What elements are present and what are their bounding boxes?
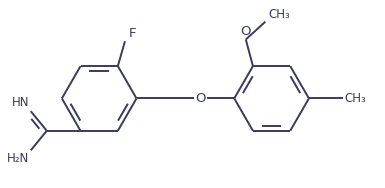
Text: CH₃: CH₃ xyxy=(345,92,366,105)
Text: O: O xyxy=(241,25,251,38)
Text: O: O xyxy=(195,92,206,105)
Text: F: F xyxy=(129,27,136,40)
Text: H₂N: H₂N xyxy=(7,152,29,165)
Text: CH₃: CH₃ xyxy=(268,8,290,21)
Text: HN: HN xyxy=(12,96,29,109)
